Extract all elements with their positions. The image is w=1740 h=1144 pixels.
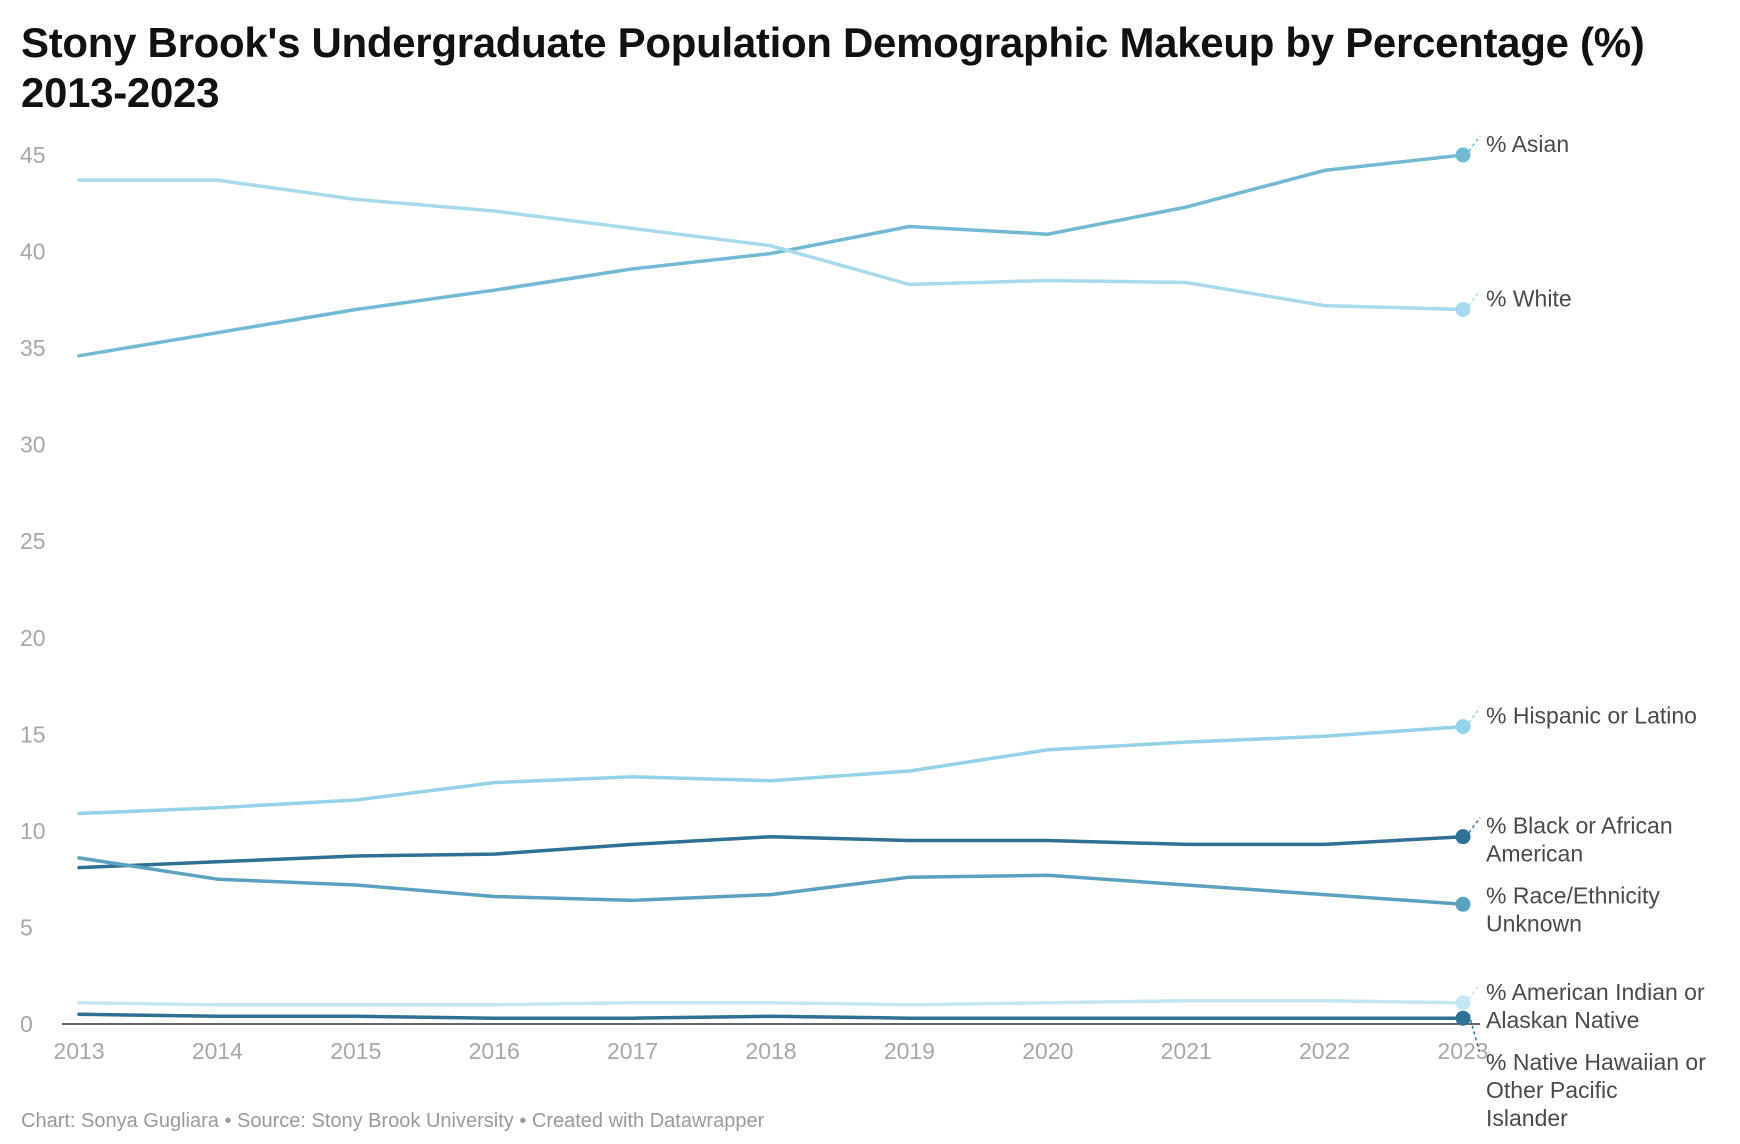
y-tick-label-15: 15 bbox=[20, 721, 46, 747]
series-label-3-line-0: % Black or African bbox=[1486, 813, 1673, 839]
series-line-0 bbox=[77, 153, 1465, 358]
chart-title: Stony Brook's Undergraduate Population D… bbox=[21, 18, 1721, 118]
series-label-leader-2 bbox=[1468, 707, 1481, 724]
y-tick-label-35: 35 bbox=[20, 335, 46, 361]
y-tick-label-40: 40 bbox=[20, 239, 46, 265]
x-tick-label-2017: 2017 bbox=[607, 1038, 658, 1064]
series-label-1-line-0: % White bbox=[1486, 285, 1572, 311]
series-label-5-line-0: % American Indian or bbox=[1486, 979, 1705, 1005]
series-end-dot-1 bbox=[1455, 301, 1471, 317]
y-tick-label-30: 30 bbox=[20, 432, 46, 458]
series-label-6-line-0: % Native Hawaiian or bbox=[1486, 1049, 1706, 1075]
y-tick-label-0: 0 bbox=[20, 1011, 33, 1037]
series-end-dot-3 bbox=[1455, 829, 1471, 845]
series-label-3-line-1: American bbox=[1486, 841, 1583, 867]
x-tick-label-2015: 2015 bbox=[330, 1038, 381, 1064]
y-tick-label-20: 20 bbox=[20, 625, 46, 651]
series-line-2 bbox=[77, 724, 1465, 816]
y-tick-label-45: 45 bbox=[20, 142, 46, 168]
x-tick-label-2022: 2022 bbox=[1299, 1038, 1350, 1064]
x-tick-label-2020: 2020 bbox=[1022, 1038, 1073, 1064]
series-label-5-line-1: Alaskan Native bbox=[1486, 1007, 1639, 1033]
x-tick-label-2018: 2018 bbox=[745, 1038, 796, 1064]
chart-title-line1: Stony Brook's Undergraduate Population D… bbox=[21, 19, 1645, 66]
series-label-4-line-1: Unknown bbox=[1486, 911, 1582, 937]
series-label-leader-0 bbox=[1468, 135, 1481, 152]
y-tick-label-5: 5 bbox=[20, 914, 33, 940]
series-label-6-line-2: Islander bbox=[1486, 1105, 1568, 1131]
x-tick-label-2023: 2023 bbox=[1437, 1038, 1488, 1064]
series-end-dot-0 bbox=[1455, 147, 1471, 163]
series-label-6-line-1: Other Pacific bbox=[1486, 1077, 1618, 1103]
series-label-leader-1 bbox=[1468, 290, 1481, 306]
series-end-dot-4 bbox=[1455, 896, 1471, 912]
series-line-6 bbox=[77, 1012, 1465, 1020]
y-tick-label-25: 25 bbox=[20, 528, 46, 554]
chart-title-line2: 2013-2023 bbox=[21, 69, 220, 116]
series-label-leader-5 bbox=[1468, 983, 1481, 1000]
x-tick-label-2013: 2013 bbox=[53, 1038, 104, 1064]
series-end-dot-6 bbox=[1455, 1010, 1471, 1026]
series-label-0-line-0: % Asian bbox=[1486, 131, 1569, 157]
chart-footer: Chart: Sonya Gugliara • Source: Stony Br… bbox=[21, 1110, 765, 1132]
y-tick-label-10: 10 bbox=[20, 818, 46, 844]
x-tick-label-2021: 2021 bbox=[1161, 1038, 1212, 1064]
x-tick-label-2016: 2016 bbox=[469, 1038, 520, 1064]
x-tick-label-2014: 2014 bbox=[192, 1038, 243, 1064]
series-line-4 bbox=[77, 856, 1465, 907]
series-line-1 bbox=[77, 178, 1465, 312]
series-label-leader-3 bbox=[1468, 817, 1481, 834]
series-label-4-line-0: % Race/Ethnicity bbox=[1486, 883, 1660, 909]
series-label-leader-6 bbox=[1468, 1014, 1481, 1054]
series-label-2-line-0: % Hispanic or Latino bbox=[1486, 703, 1697, 729]
series-end-dot-5 bbox=[1455, 995, 1471, 1011]
series-end-dot-2 bbox=[1455, 719, 1471, 735]
x-tick-label-2019: 2019 bbox=[884, 1038, 935, 1064]
series-line-5 bbox=[77, 999, 1465, 1007]
series-line-3 bbox=[77, 834, 1465, 870]
